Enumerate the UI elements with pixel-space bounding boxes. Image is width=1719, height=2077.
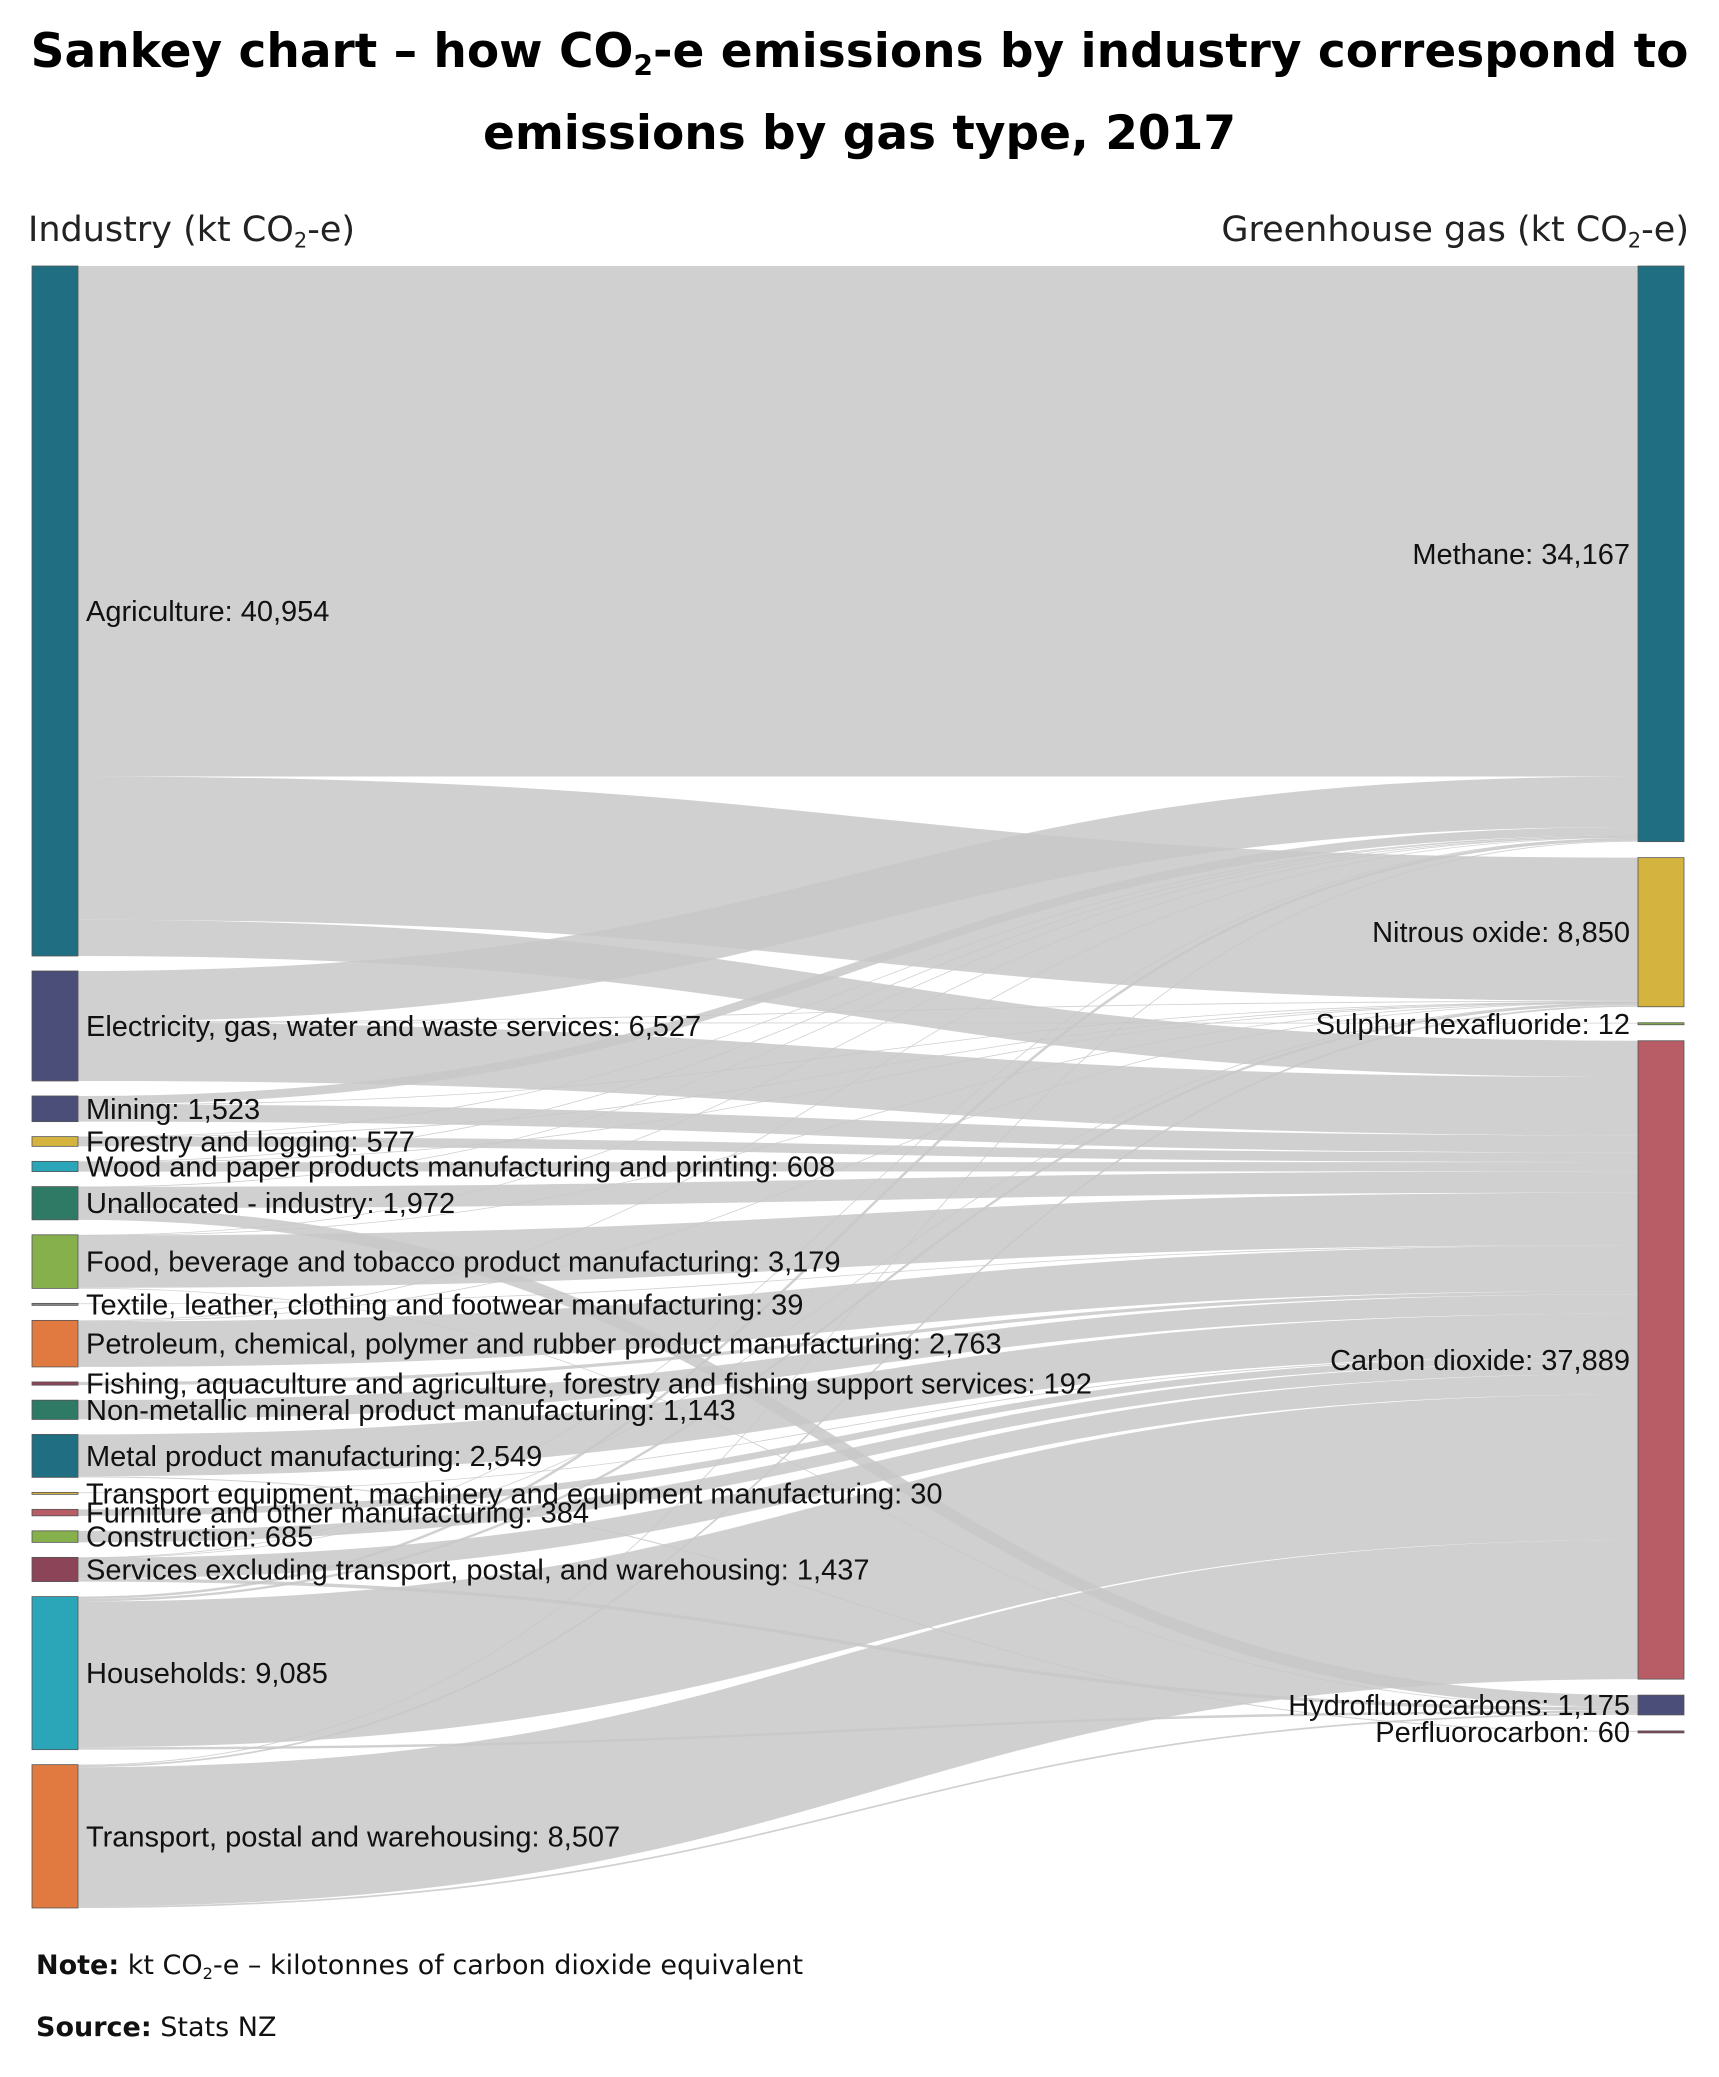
source-label-households: Households: 9,085: [86, 1658, 328, 1690]
source-label-mining: Mining: 1,523: [86, 1094, 260, 1126]
link-transport-equipment-machinery-and-equipment-manufacturing-to-carbon-dioxide: [77, 1355, 1639, 1494]
target-node-sulphur-hexafluoride: [1637, 1022, 1685, 1026]
target-label-nitrous-oxide: Nitrous oxide: 8,850: [1372, 917, 1630, 949]
source-node-electricity-gas-water-and-waste-services: [31, 970, 79, 1082]
target-node-nitrous-oxide: [1637, 857, 1685, 1008]
link-food-beverage-and-tobacco-product-manufacturing-to-nitrous-oxide: [77, 1002, 1639, 1237]
source-label-fishing-aquaculture-and-agriculture-forestry-and-fishing-support-services: Fishing, aquaculture and agriculture, fo…: [86, 1369, 1092, 1401]
source-node-food-beverage-and-tobacco-product-manufacturing: [31, 1234, 79, 1289]
link-households-to-carbon-dioxide: [77, 1394, 1639, 1748]
link-unallocated-industry-to-carbon-dioxide: [77, 1171, 1639, 1209]
source-node-non-metallic-mineral-product-manufacturing: [31, 1399, 79, 1420]
source-label-agriculture: Agriculture: 40,954: [86, 596, 329, 628]
source-label-transport-postal-and-warehousing: Transport, postal and warehousing: 8,507: [86, 1821, 620, 1853]
link-forestry-and-logging-to-nitrous-oxide: [77, 1001, 1639, 1138]
source-label-electricity-gas-water-and-waste-services: Electricity, gas, water and waste servic…: [86, 1011, 701, 1043]
left-axis-heading: Industry (kt CO2-e): [28, 210, 356, 253]
source-label-construction: Construction: 685: [86, 1522, 313, 1554]
source-label-food-beverage-and-tobacco-product-manufacturing: Food, beverage and tobacco product manuf…: [86, 1247, 841, 1279]
target-node-hydrofluorocarbons: [1637, 1694, 1685, 1716]
chart-title-line1: Sankey chart – how CO2-e emissions by in…: [30, 24, 1689, 83]
source-node-transport-postal-and-warehousing: [31, 1764, 79, 1909]
link-electricity-gas-water-and-waste-services-to-methane: [77, 776, 1639, 1022]
link-non-metallic-mineral-product-manufacturing-to-carbon-dioxide: [77, 1294, 1639, 1420]
source-node-petroleum-chemical-polymer-and-rubber-product-manufacturing: [31, 1319, 79, 1368]
sankey-nodes: [31, 265, 1685, 1909]
link-petroleum-chemical-polymer-and-rubber-product-manufacturing-to-carbon-dioxide: [77, 1245, 1639, 1367]
source-label-petroleum-chemical-polymer-and-rubber-product-manufacturing: Petroleum, chemical, polymer and rubber …: [86, 1329, 1002, 1361]
link-wood-and-paper-products-manufacturing-and-printing-to-nitrous-oxide: [77, 1001, 1639, 1163]
link-metal-product-manufacturing-to-carbon-dioxide: [77, 1313, 1639, 1477]
link-forestry-and-logging-to-carbon-dioxide: [77, 1136, 1639, 1163]
source-label-textile-leather-clothing-and-footwear-manufacturing: Textile, leather, clothing and footwear …: [86, 1289, 803, 1321]
note: Note: kt CO2-e – kilotonnes of carbon di…: [36, 1950, 804, 1983]
target-label-perfluorocarbon: Perfluorocarbon: 60: [1375, 1717, 1630, 1749]
link-agriculture-to-carbon-dioxide: [77, 919, 1639, 1078]
link-petroleum-chemical-polymer-and-rubber-product-manufacturing-to-nitrous-oxide: [77, 1002, 1639, 1323]
target-label-carbon-dioxide: Carbon dioxide: 37,889: [1330, 1345, 1630, 1377]
source-label-unallocated-industry: Unallocated - industry: 1,972: [86, 1188, 455, 1220]
target-node-perfluorocarbon: [1637, 1730, 1685, 1734]
source-node-furniture-and-other-manufacturing: [31, 1508, 79, 1517]
target-node-methane: [1637, 265, 1685, 843]
source-node-households: [31, 1596, 79, 1751]
link-transport-postal-and-warehousing-to-hydrofluorocarbons: [77, 1713, 1639, 1908]
source-node-transport-equipment-machinery-and-equipment-manufacturing: [31, 1491, 79, 1495]
link-furniture-and-other-manufacturing-to-carbon-dioxide: [77, 1355, 1639, 1516]
source-node-services-excluding-transport-postal-and-warehousing: [31, 1556, 79, 1582]
link-households-to-methane: [77, 838, 1639, 1600]
chart-title: Sankey chart – how CO2-e emissions by in…: [0, 18, 1719, 168]
link-mining-to-carbon-dioxide: [77, 1104, 1639, 1153]
link-services-excluding-transport-postal-and-warehousing-to-nitrous-oxide: [77, 1002, 1639, 1559]
link-unallocated-industry-to-methane: [77, 836, 1639, 1188]
source-label-forestry-and-logging: Forestry and logging: 577: [86, 1126, 415, 1158]
link-mining-to-nitrous-oxide: [77, 1001, 1639, 1106]
sankey-labels: Agriculture: 40,954 Electricity, gas, wat…: [86, 539, 1630, 1853]
source-node-agriculture: [31, 265, 79, 957]
target-label-methane: Methane: 34,167: [1412, 539, 1630, 571]
source-label-transport-equipment-machinery-and-equipment-manufacturing: Transport equipment, machinery and equip…: [86, 1478, 943, 1510]
source-node-unallocated-industry: [31, 1186, 79, 1221]
link-food-beverage-and-tobacco-product-manufacturing-to-methane: [77, 836, 1639, 1236]
source-label-services-excluding-transport-postal-and-warehousing: Services excluding transport, postal, an…: [86, 1554, 869, 1586]
target-label-sulphur-hexafluoride: Sulphur hexafluoride: 12: [1316, 1009, 1630, 1041]
source-label-non-metallic-mineral-product-manufacturing: Non-metallic mineral product manufacturi…: [86, 1395, 736, 1427]
source-label-furniture-and-other-manufacturing: Furniture and other manufacturing: 384: [86, 1498, 589, 1530]
link-construction-to-carbon-dioxide: [77, 1362, 1639, 1543]
source-node-forestry-and-logging: [31, 1136, 79, 1147]
link-transport-postal-and-warehousing-to-methane: [77, 840, 1639, 1766]
source-node-fishing-aquaculture-and-agriculture-forestry-and-fishing-support-services: [31, 1381, 79, 1386]
source-node-mining: [31, 1095, 79, 1123]
link-food-beverage-and-tobacco-product-manufacturing-to-carbon-dioxide: [77, 1192, 1639, 1288]
link-households-to-nitrous-oxide: [77, 1002, 1639, 1602]
source-label-wood-and-paper-products-manufacturing-and-printing: Wood and paper products manufacturing an…: [86, 1151, 835, 1183]
source-label-metal-product-manufacturing: Metal product manufacturing: 2,549: [86, 1441, 542, 1473]
source-node-construction: [31, 1530, 79, 1543]
source-node-textile-leather-clothing-and-footwear-manufacturing: [31, 1302, 79, 1306]
link-mining-to-methane: [77, 827, 1639, 1105]
link-forestry-and-logging-to-methane: [77, 835, 1639, 1138]
link-services-excluding-transport-postal-and-warehousing-to-carbon-dioxide: [77, 1373, 1639, 1579]
link-transport-postal-and-warehousing-to-nitrous-oxide: [77, 1005, 1639, 1768]
link-transport-postal-and-warehousing-to-carbon-dioxide: [77, 1540, 1639, 1907]
link-petroleum-chemical-polymer-and-rubber-product-manufacturing-to-methane: [77, 837, 1639, 1322]
right-axis-heading: Greenhouse gas (kt CO2-e): [1221, 210, 1689, 253]
source: Source: Stats NZ: [36, 2012, 277, 2043]
chart-title-line2: emissions by gas type, 2017: [482, 106, 1237, 162]
link-fishing-aquaculture-and-agriculture-forestry-and-fishing-support-services-to-carbon-dioxide: [77, 1291, 1639, 1386]
target-label-hydrofluorocarbons: Hydrofluorocarbons: 1,175: [1288, 1690, 1630, 1722]
source-node-wood-and-paper-products-manufacturing-and-printing: [31, 1160, 79, 1172]
link-services-excluding-transport-postal-and-warehousing-to-methane: [77, 837, 1639, 1559]
link-wood-and-paper-products-manufacturing-and-printing-to-methane: [77, 835, 1639, 1163]
sankey-chart: Agriculture: 40,954 Electricity, gas, wat…: [31, 265, 1685, 1909]
sankey-links: [77, 265, 1639, 1908]
target-node-carbon-dioxide: [1637, 1040, 1685, 1680]
link-textile-leather-clothing-and-footwear-manufacturing-to-carbon-dioxide: [77, 1245, 1639, 1305]
source-node-metal-product-manufacturing: [31, 1434, 79, 1478]
